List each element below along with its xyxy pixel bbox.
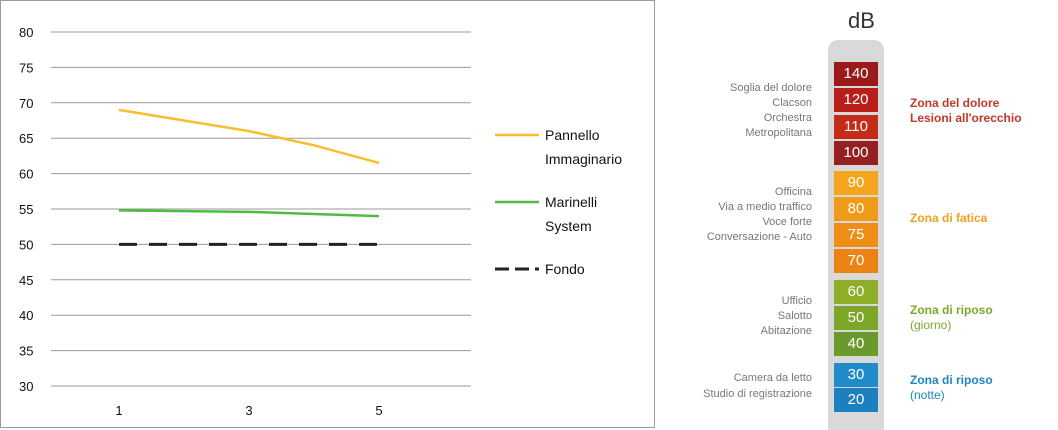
- zone-label: Lesioni all'orecchio: [910, 111, 1022, 125]
- scale-cell: 100: [834, 141, 878, 165]
- y-axis-ticks: 30 35 40 45 50 55 60 65 70 75 80: [19, 25, 33, 394]
- scale-cell: 50: [834, 306, 878, 330]
- sound-source-label: Soglia del dolore: [730, 82, 812, 94]
- y-tick-label: 80: [19, 25, 33, 40]
- x-tick-label: 5: [375, 403, 382, 418]
- zone-label: Zona di fatica: [910, 211, 988, 225]
- gridlines: [51, 31, 471, 387]
- sound-source-label: Camera da letto: [733, 372, 812, 384]
- sound-source-label: Voce forte: [762, 216, 812, 228]
- scale-cell: 60: [834, 280, 878, 304]
- decibel-scale: dB 140 120 110 100 90 80 75 70 60 50 40 30 20 Soglia…: [658, 0, 1058, 430]
- sound-source-label: Abitazione: [760, 325, 812, 337]
- y-tick-label: 45: [19, 273, 33, 288]
- series-line: [118, 108, 380, 165]
- scale-cell: 30: [834, 363, 878, 387]
- scale-cell: 40: [834, 332, 878, 356]
- sound-source-label: Ufficio: [781, 295, 812, 307]
- sound-source-label: Salotto: [777, 310, 812, 322]
- sound-source-label: Studio di registrazione: [703, 388, 812, 400]
- scale-cell: 75: [834, 223, 878, 247]
- scale-cell: 20: [834, 388, 878, 412]
- sound-source-label: Clacson: [772, 97, 812, 109]
- legend-label: System: [545, 218, 592, 234]
- db-scale-title: dB: [848, 8, 875, 33]
- zone-label: Zona di riposo: [910, 303, 993, 317]
- y-tick-label: 35: [19, 344, 33, 359]
- y-tick-label: 75: [19, 60, 33, 75]
- y-tick-label: 55: [19, 202, 33, 217]
- scale-cell: 80: [834, 197, 878, 221]
- sound-source-label: Via a medio traffico: [718, 201, 812, 213]
- zone-label: (notte): [910, 388, 945, 402]
- y-tick-label: 60: [19, 167, 33, 182]
- y-tick-label: 30: [19, 379, 33, 394]
- y-tick-label: 40: [19, 308, 33, 323]
- sound-source-label: Metropolitana: [745, 127, 812, 139]
- zone-label: (giorno): [910, 318, 952, 332]
- zone-label: Zona del dolore: [910, 96, 1000, 110]
- scale-cell: 140: [834, 62, 878, 86]
- series-lines: [118, 108, 380, 246]
- x-axis-ticks: 1 3 5: [115, 403, 382, 418]
- legend-label: Fondo: [545, 261, 585, 277]
- x-tick-label: 3: [245, 403, 252, 418]
- scale-cell: 70: [834, 249, 878, 273]
- scale-cell: 90: [834, 171, 878, 195]
- x-tick-label: 1: [115, 403, 122, 418]
- legend-label: Pannello: [545, 127, 600, 143]
- legend: Pannello Immaginario Marinelli System Fondo: [495, 127, 622, 277]
- sound-source-label: Conversazione - Auto: [706, 231, 812, 243]
- series-line: [118, 209, 380, 218]
- scale-cell: 120: [834, 88, 878, 112]
- zone-label: Zona di riposo: [910, 373, 993, 387]
- scale-cell: 110: [834, 115, 878, 139]
- sound-source-label: Officina: [774, 186, 812, 198]
- legend-label: Immaginario: [545, 151, 622, 167]
- sound-source-label: Orchestra: [763, 112, 812, 124]
- y-tick-label: 65: [19, 131, 33, 146]
- legend-label: Marinelli: [545, 194, 597, 210]
- y-tick-label: 70: [19, 96, 33, 111]
- y-tick-label: 50: [19, 237, 33, 252]
